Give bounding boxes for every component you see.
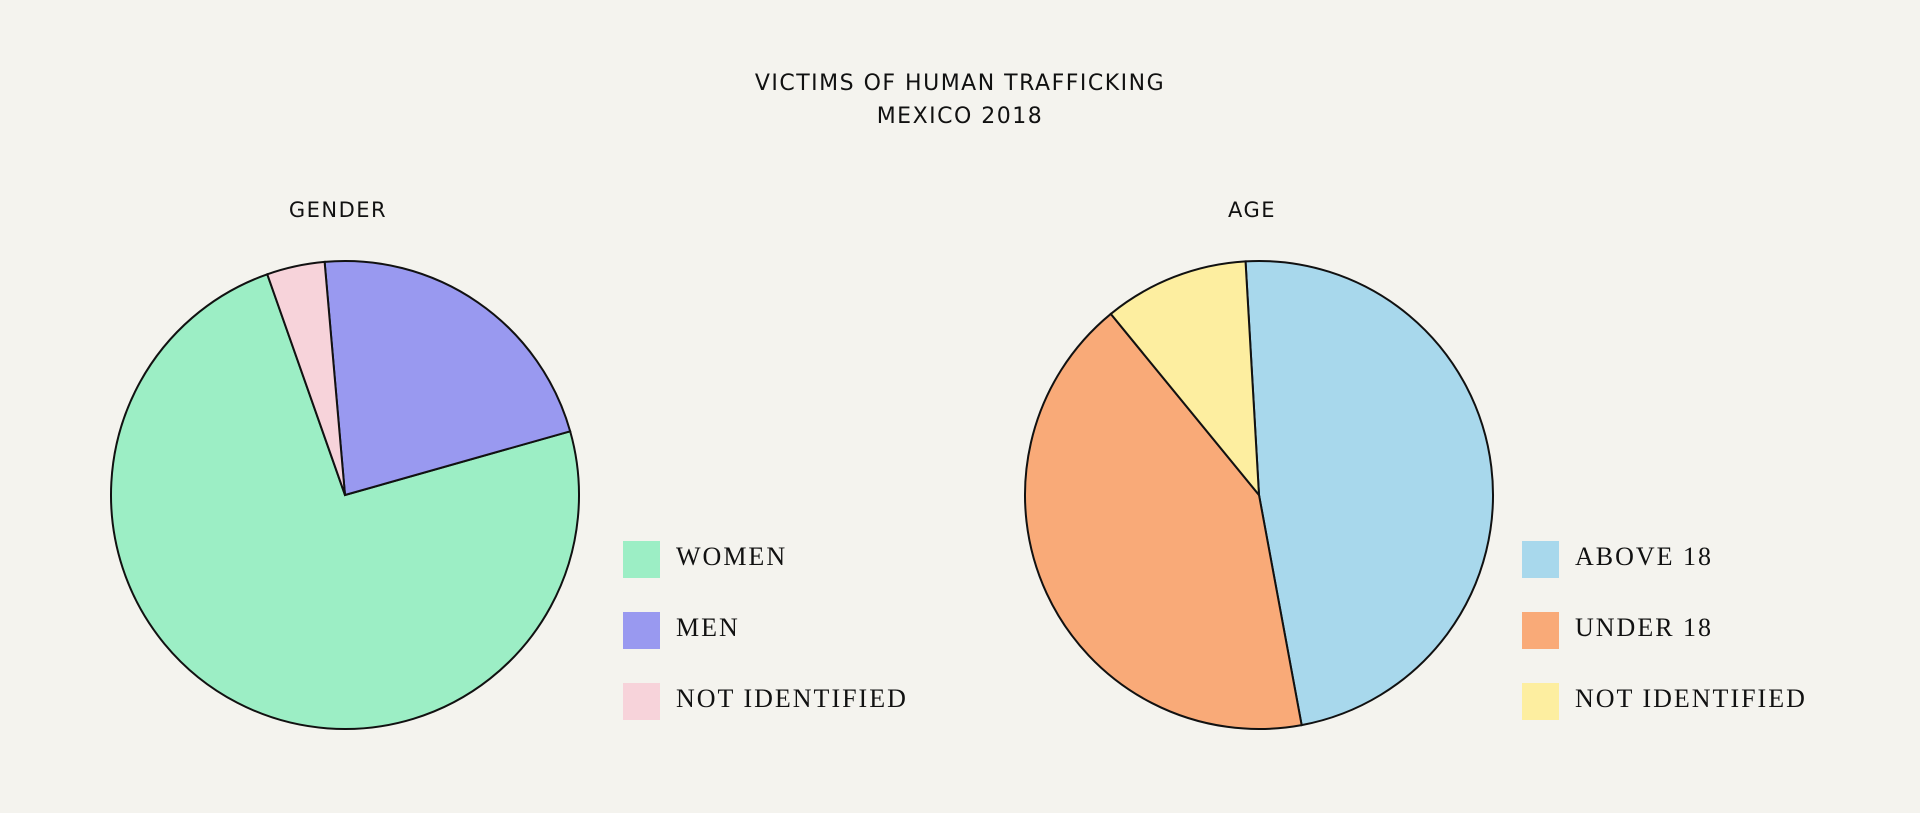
legend-label: MEN <box>676 613 740 642</box>
legend-label: UNDER 18 <box>1575 613 1713 642</box>
legend-label: WOMEN <box>676 542 787 571</box>
legend-swatch <box>1522 612 1559 649</box>
legend-swatch <box>623 541 660 578</box>
legend-swatch <box>1522 541 1559 578</box>
chart-title: GENDER <box>289 198 387 222</box>
page-title: VICTIMS OF HUMAN TRAFFICKING <box>755 71 1165 96</box>
pie-slice <box>1244 260 1494 727</box>
legend-swatch <box>623 683 660 720</box>
pie-slice <box>1024 312 1303 730</box>
pie-slice <box>265 260 346 496</box>
chart-title: AGE <box>1228 198 1276 222</box>
pie-slice <box>323 260 572 497</box>
pie-slice <box>1109 260 1261 499</box>
legend-swatch <box>1522 683 1559 720</box>
page-subtitle: MEXICO 2018 <box>877 104 1044 129</box>
legend-swatch <box>623 612 660 649</box>
legend-label: ABOVE 18 <box>1575 542 1713 571</box>
pie-slice <box>110 273 580 730</box>
legend-label: NOT IDENTIFIED <box>676 684 908 713</box>
legend-label: NOT IDENTIFIED <box>1575 684 1807 713</box>
